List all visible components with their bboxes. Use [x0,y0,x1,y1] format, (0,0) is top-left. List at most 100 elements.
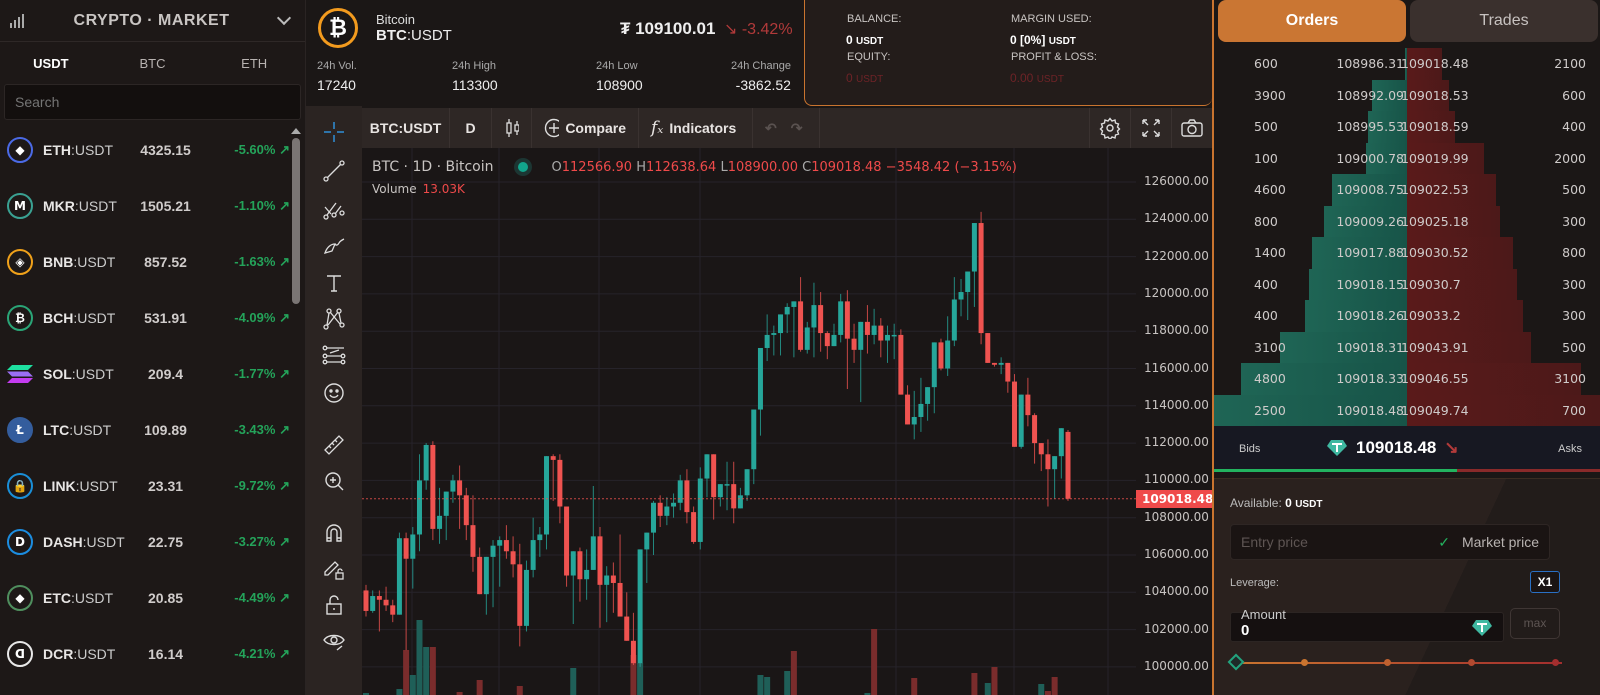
price-axis-label: 102000.00 [1144,621,1209,636]
coin-row[interactable]: D DASH:USDT 22.75 -3.27% ↗ [0,514,290,570]
settings-gear-icon[interactable] [1089,108,1130,148]
candlestick-plot[interactable] [362,148,1212,695]
solana-icon [7,361,33,387]
compare-button[interactable]: Compare [532,108,639,148]
coin-row[interactable]: M MKR:USDT 1505.21 -1.10% ↗ [0,178,290,234]
brush-icon[interactable] [306,230,362,260]
orderbook-row[interactable]: 1400 109017.88 109030.52 800 [1214,237,1600,269]
indicators-button[interactable]: fₓ Indicators [639,108,753,148]
scroll-up-arrow-icon[interactable] [291,128,301,134]
order-form: Available: 0 USDT Entry price ✓ Market pr… [1214,478,1600,695]
orderbook-row[interactable]: 400 109018.26 109033.2 300 [1214,300,1600,332]
coin-quote: :USDT [75,478,118,494]
orderbook-row[interactable]: 400 109018.15 109030.7 300 [1214,268,1600,300]
lock-drawings-icon[interactable] [306,554,362,584]
ask-quantity: 300 [1562,276,1586,292]
coin-row[interactable]: ◆ ETC:USDT 20.85 -4.49% ↗ [0,570,290,626]
ruler-icon[interactable] [306,430,362,460]
bid-price: 109018.33 [1336,371,1404,386]
compare-label: Compare [565,120,626,136]
coin-price: 20.85 [148,590,184,606]
slider-step-25[interactable] [1301,659,1308,666]
zoom-in-icon[interactable] [306,466,362,496]
volume-label: Volume [372,182,417,196]
ask-price: 109019.99 [1401,150,1469,166]
orderbook-row[interactable]: 2500 109018.48 109049.74 700 [1214,394,1600,426]
trend-line-icon[interactable] [306,156,362,186]
coin-row[interactable]: 🔒 LINK:USDT 23.31 -9.72% ↗ [0,458,290,514]
slider-step-75[interactable] [1468,659,1475,666]
orderbook-row[interactable]: 3900 108992.09 109018.53 600 [1214,79,1600,111]
slider-handle[interactable] [1227,653,1245,671]
high-label: H [636,159,646,175]
entry-price-input[interactable]: Entry price ✓ Market price [1230,524,1550,560]
amount-label: Amount [1241,607,1286,622]
camera-icon[interactable] [1171,108,1212,148]
price-chart[interactable]: BTC · 1D · Bitcoin O112566.90 H112638.64… [362,148,1212,695]
slider-step-50[interactable] [1384,659,1391,666]
fullscreen-icon[interactable] [1130,108,1171,148]
bid-depth-bar [1304,300,1407,332]
price-change: ↘ -3.42% [724,21,793,38]
emoji-icon[interactable] [306,378,362,408]
magnet-icon[interactable] [306,518,362,548]
unlock-icon[interactable] [306,590,362,620]
tab-btc[interactable]: BTC [139,55,166,71]
coin-row[interactable]: SOL:USDT 209.4 -1.77% ↗ [0,346,290,402]
orderbook-row[interactable]: 4600 109008.75 109022.53 500 [1214,174,1600,206]
text-icon[interactable] [306,268,362,298]
orderbook-row[interactable]: 800 109009.26 109025.18 300 [1214,205,1600,237]
bid-depth-bar [1405,48,1407,80]
amount-input[interactable]: Amount 0 [1230,607,1504,642]
interval-button[interactable]: D [450,108,492,148]
coin-row[interactable]: Ł LTC:USDT 109.89 -3.43% ↗ [0,402,290,458]
bid-depth-bar [1214,394,1407,426]
stat-high: 24h High 113300 [452,60,498,93]
tab-usdt[interactable]: USDT [33,55,69,71]
fib-retracement-icon[interactable] [306,340,362,370]
slider-step-100[interactable] [1552,659,1559,666]
tab-eth[interactable]: ETH [241,55,268,71]
orderbook-row[interactable]: 100 109000.78 109019.99 2000 [1214,142,1600,174]
chart-toolbar-right [1089,108,1212,148]
pattern-icon[interactable] [306,304,362,334]
volume-value: 13.03K [422,182,465,196]
bid-quantity: 400 [1254,308,1278,323]
tab-orders[interactable]: Orders [1218,0,1406,42]
coin-change-value: -9.72% [234,478,276,493]
chart-type-button[interactable] [492,108,532,148]
price-axis-label: 112000.00 [1144,435,1209,450]
orderbook-row[interactable]: 4800 109018.33 109046.55 3100 [1214,363,1600,395]
orderbook-row[interactable]: 500 108995.53 109018.59 400 [1214,111,1600,143]
max-button[interactable]: max [1510,608,1560,639]
price-axis[interactable]: 126000.00 124000.00 122000.00 120000.00 1180… [1136,148,1212,695]
amount-slider[interactable] [1227,653,1562,671]
orderbook-row[interactable]: 3100 109018.31 109043.91 500 [1214,331,1600,363]
scrollbar[interactable] [291,128,301,695]
coin-row[interactable]: ᗡ DCR:USDT 16.14 -4.21% ↗ [0,626,290,682]
search-input[interactable] [4,84,301,120]
coin-row[interactable]: ◆ ETH:USDT 4325.15 -5.60% ↗ [0,122,290,178]
coin-row[interactable]: ₿ BCH:USDT 531.91 -4.09% ↗ [0,290,290,346]
market-price-toggle[interactable]: ✓ Market price [1438,534,1539,551]
undo-icon[interactable]: ↶ [765,119,777,136]
leverage-button[interactable]: X1 [1530,571,1560,593]
tab-trades[interactable]: Trades [1410,0,1598,42]
crosshair-icon[interactable] [306,117,362,147]
ask-quantity: 2000 [1554,150,1586,166]
undo-redo-group: ↶ ↷ [753,108,820,148]
stat-value: 108900 [596,77,643,93]
chevron-down-icon[interactable] [276,10,292,25]
redo-icon[interactable]: ↷ [790,119,803,136]
trend-arrow-icon: ↗ [279,142,290,157]
mid-price: 109018.48 ↘ [1326,438,1459,458]
hide-drawings-icon[interactable] [306,626,362,656]
coin-row[interactable]: ◈ BNB:USDT 857.52 -1.63% ↗ [0,234,290,290]
ask-price: 109018.48 [1401,56,1469,71]
margin-value: 0 [0%] USDT [1010,33,1076,47]
scroll-thumb[interactable] [292,138,300,304]
pitchfork-icon[interactable] [306,194,362,224]
symbol-button[interactable]: BTC:USDT [362,108,450,148]
orderbook-row[interactable]: 600 108986.31 109018.48 2100 [1214,48,1600,80]
stat-volume: 24h Vol. 17240 [317,60,357,93]
